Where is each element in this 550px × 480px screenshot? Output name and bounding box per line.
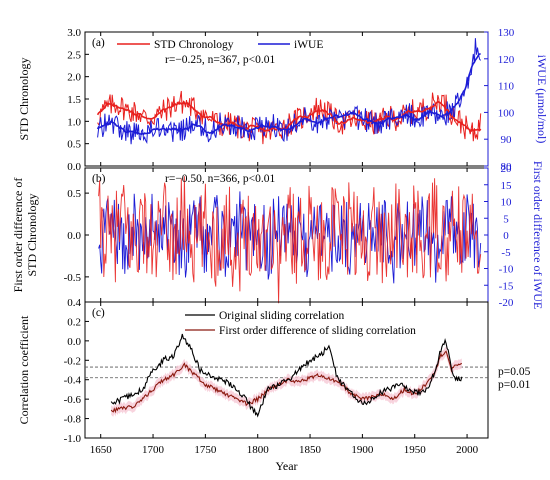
x-tick-label: 1850 xyxy=(299,444,322,456)
y2-tick-label: -20 xyxy=(499,297,514,309)
y-tick-label: 0.0 xyxy=(67,336,81,348)
x-tick-label: 1650 xyxy=(90,444,113,456)
y-tick-label: -0.4 xyxy=(64,375,82,387)
series-iwue xyxy=(97,38,482,145)
x-tick-label: 1900 xyxy=(351,444,374,456)
y2-tick-label: -15 xyxy=(499,280,514,292)
y-tick-label: 0.2 xyxy=(67,316,81,328)
y2-tick-label: 20 xyxy=(501,163,513,175)
y-tick-label: 0.0 xyxy=(67,161,81,173)
y-tick-label: 0.5 xyxy=(67,139,81,151)
panel-b: -0.5 0.0 0.5 (b) First order difference of ST… xyxy=(11,161,545,309)
y-axis-label: Correlation coefficient xyxy=(17,315,31,424)
panel-c: -1.0 -0.8 -0.6 -0.4 -0.2 0.0 0.2 0.4 (c) Correlat… xyxy=(17,297,531,473)
y-axis-label: STD Chronology xyxy=(25,193,39,276)
panel-annotation: r=−0.25, n=367, p<0.01 xyxy=(165,54,276,66)
panel-annotation: r=−0.50, n=366, p<0.01 xyxy=(165,173,276,185)
y2-tick-label: 90 xyxy=(501,134,513,146)
series-original-sliding xyxy=(110,333,463,418)
panel-label: (a) xyxy=(92,37,105,49)
y2-tick-label: 130 xyxy=(498,27,515,39)
threshold-label: p=0.01 xyxy=(498,379,531,391)
y-tick-label: 2.0 xyxy=(67,72,81,84)
y-tick-label: 0.4 xyxy=(67,297,81,309)
y-axis-label: First order difference of xyxy=(11,178,25,293)
y2-tick-label: 15 xyxy=(501,180,513,192)
x-tick-label: 2000 xyxy=(456,444,479,456)
y2-tick-label: -10 xyxy=(499,264,514,276)
series-std-smooth xyxy=(96,100,482,133)
threshold-label: p=0.05 xyxy=(498,366,531,378)
y-tick-label: 0.0 xyxy=(67,230,81,242)
y2-tick-label: 80 xyxy=(501,161,513,173)
y2-tick-label: 0 xyxy=(503,230,509,242)
y-axis-label: STD Chronology xyxy=(17,57,31,140)
y2-tick-label: 120 xyxy=(498,54,515,66)
legend-label-std: STD Chronology xyxy=(154,39,234,51)
legend-label-first-diff: First order difference of sliding correl… xyxy=(219,325,416,337)
y-tick-label: -0.6 xyxy=(64,394,82,406)
y2-tick-label: 10 xyxy=(501,197,513,209)
y-tick-label: 0.5 xyxy=(67,188,81,200)
y2-tick-label: -5 xyxy=(501,247,511,259)
y-tick-label: -0.2 xyxy=(64,355,81,367)
legend-label-original: Original sliding correlation xyxy=(219,310,344,322)
y-tick-label: 1.0 xyxy=(67,116,81,128)
y-tick-label: -0.5 xyxy=(64,272,82,284)
legend-label-iwue: iWUE xyxy=(294,39,323,51)
panel-a: 0.0 0.5 1.0 1.5 2.0 2.5 3.0 (a) STD Chronology 80… xyxy=(17,27,549,173)
panel-label: (c) xyxy=(92,307,105,319)
x-tick-label: 1700 xyxy=(142,444,165,456)
y2-tick-label: 5 xyxy=(503,213,509,225)
y2-tick-label: 100 xyxy=(498,107,515,119)
series-iwue-smooth xyxy=(96,53,481,136)
panel-label: (b) xyxy=(92,173,106,185)
y-tick-label: -1.0 xyxy=(64,433,82,445)
x-tick-label: 1800 xyxy=(247,444,270,456)
y-tick-label: 1.5 xyxy=(67,94,81,106)
x-tick-label: 1750 xyxy=(194,444,217,456)
y2-axis-label: First order difference of iWUE xyxy=(531,161,545,309)
y2-tick-label: 110 xyxy=(498,81,515,93)
y-tick-label: 2.5 xyxy=(67,49,81,61)
y-tick-label: -0.8 xyxy=(64,414,82,426)
plot-frame xyxy=(84,31,489,167)
x-tick-label: 1950 xyxy=(404,444,427,456)
x-axis-label: Year xyxy=(275,459,297,473)
plot-frame xyxy=(84,301,489,439)
y-tick-label: 3.0 xyxy=(67,27,81,39)
y2-axis-label: iWUE (μmol/mol) xyxy=(535,55,549,144)
series-std-diff xyxy=(98,176,482,304)
